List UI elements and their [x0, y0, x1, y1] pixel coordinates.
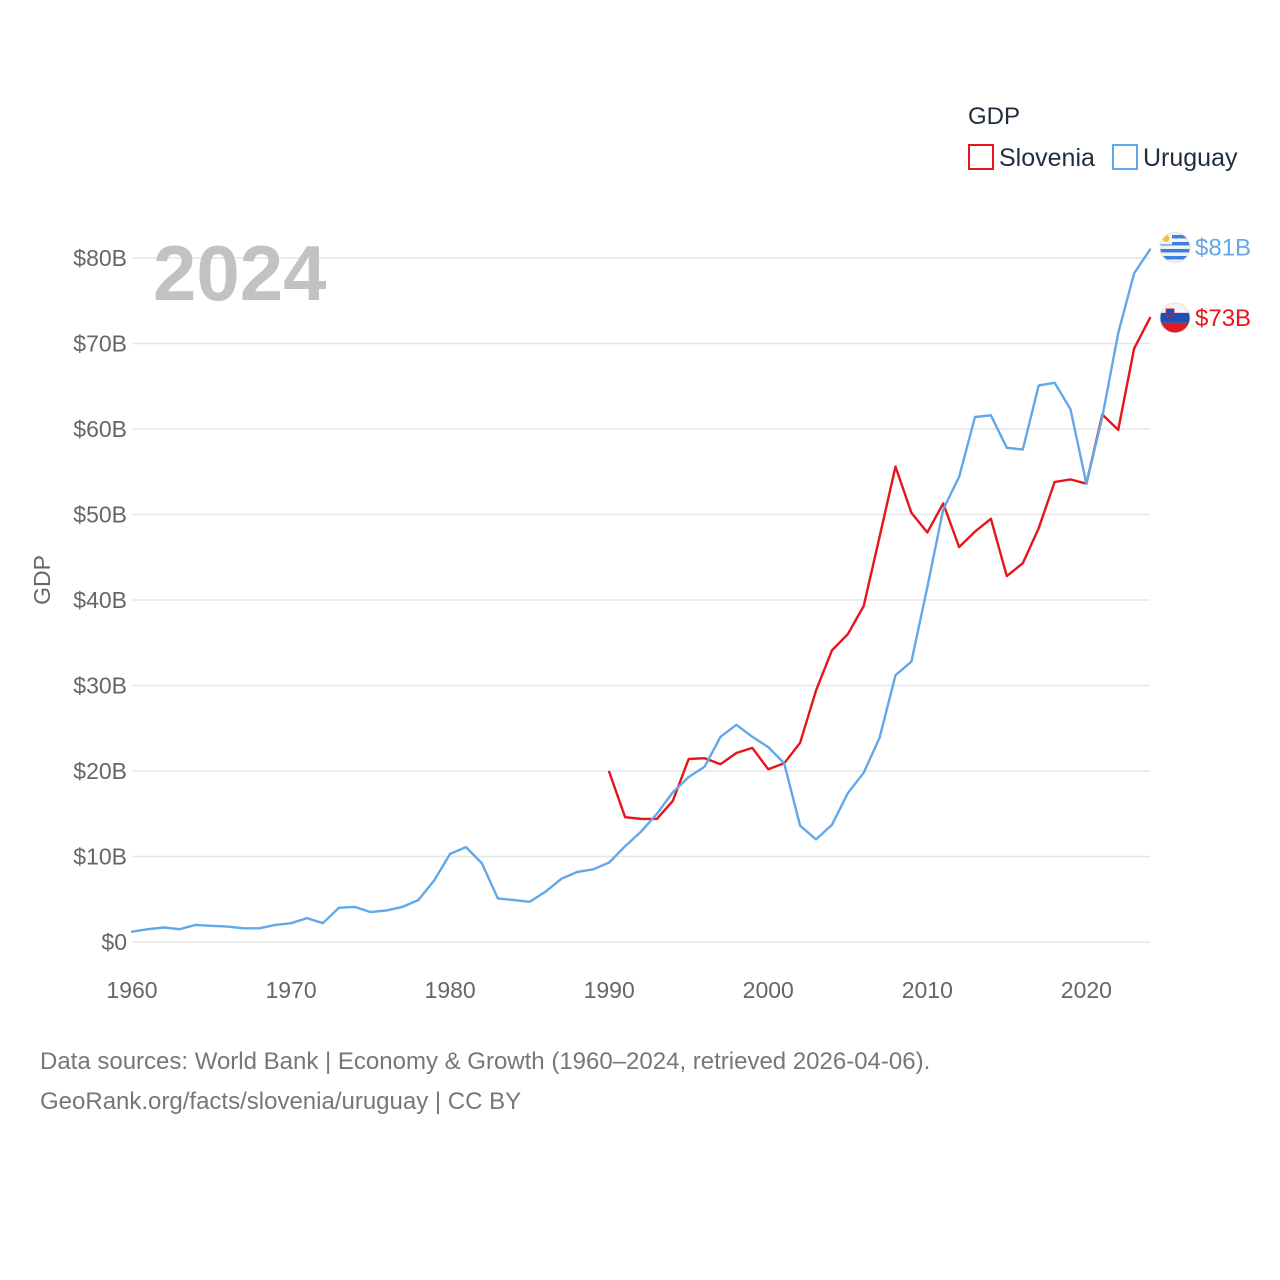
y-tick-label: $20B — [73, 758, 127, 784]
y-tick-label: $40B — [73, 587, 127, 613]
legend-label-slovenia: Slovenia — [999, 144, 1095, 172]
x-tick-label: 1980 — [425, 977, 476, 1003]
x-tick-label: 2010 — [902, 977, 953, 1003]
source-line-1: Data sources: World Bank | Economy & Gro… — [40, 1048, 931, 1075]
y-tick-label: $60B — [73, 416, 127, 442]
legend-label-uruguay: Uruguay — [1143, 144, 1238, 172]
slovenia-flag — [1159, 302, 1191, 334]
end-labels: $73B $81B — [1159, 232, 1251, 334]
series-line-slovenia — [608, 316, 1152, 821]
legend: GDP Slovenia Uruguay — [968, 103, 1238, 172]
y-tick-label: $0 — [101, 929, 127, 955]
y-tick-label: $50B — [73, 502, 127, 528]
legend-item-uruguay[interactable]: Uruguay — [1112, 144, 1238, 172]
y-tick-label: $70B — [73, 331, 127, 357]
y-axis-ticks: $0 $10B $20B $30B $40B $50B $60B $70B $80B — [73, 245, 127, 955]
end-label-uruguay: $81B — [1195, 234, 1251, 261]
year-watermark: 2024 — [153, 229, 327, 317]
x-axis-ticks: 1960 1970 1980 1990 2000 2010 2020 — [106, 977, 1112, 1003]
legend-item-slovenia[interactable]: Slovenia — [968, 144, 1095, 172]
y-axis-label: GDP — [29, 555, 55, 605]
grid-lines — [132, 257, 1150, 943]
y-tick-label: $30B — [73, 673, 127, 699]
series-line-uruguay — [130, 248, 1152, 933]
legend-title: GDP — [968, 103, 1020, 130]
x-tick-label: 1990 — [584, 977, 635, 1003]
x-tick-label: 2000 — [743, 977, 794, 1003]
uruguay-flag — [1159, 232, 1191, 263]
data-source-note: Data sources: World Bank | Economy & Gro… — [40, 1042, 930, 1122]
x-tick-label: 1970 — [265, 977, 316, 1003]
y-tick-label: $10B — [73, 844, 127, 870]
source-line-2[interactable]: GeoRank.org/facts/slovenia/uruguay | CC … — [40, 1088, 522, 1115]
end-label-slovenia: $73B — [1195, 305, 1251, 332]
x-tick-label: 1960 — [106, 977, 157, 1003]
x-tick-label: 2020 — [1061, 977, 1112, 1003]
y-tick-label: $80B — [73, 245, 127, 271]
legend-swatch-uruguay — [1112, 144, 1138, 170]
legend-swatch-slovenia — [968, 144, 994, 170]
series-lines — [130, 248, 1152, 933]
